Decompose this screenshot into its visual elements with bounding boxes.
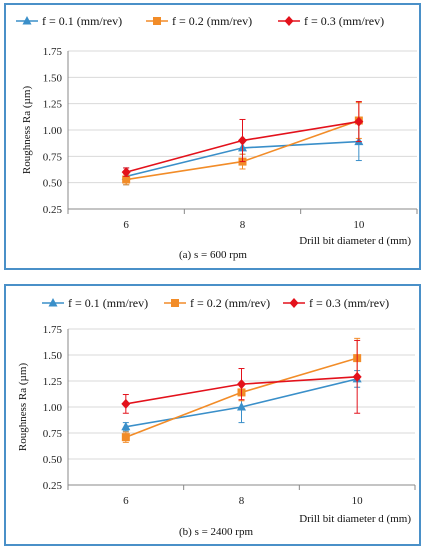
y-tick-label: 1.00 (43, 402, 63, 414)
legend-label: f = 0.1 (mm/rev) (68, 296, 148, 310)
y-tick-label: 0.75 (43, 428, 63, 440)
chart-caption: (a) s = 600 rpm (179, 249, 247, 261)
y-tick-label: 0.75 (43, 151, 63, 163)
y-tick-label: 0.25 (43, 480, 63, 492)
y-tick-label: 0.50 (43, 178, 63, 190)
y-tick-label: 1.25 (43, 376, 63, 388)
chart-a: 0.25 0.50 0.75 1.00 1.25 1.50 1.75 6 8 10 Roughnes… (16, 14, 418, 261)
chart-b: 0.25 0.50 0.75 1.00 1.25 1.50 1.75 6 8 10 Roughnes… (17, 296, 416, 538)
x-tick-label: 8 (239, 495, 245, 507)
legend-marker (284, 16, 294, 26)
y-tick-label: 1.00 (43, 125, 63, 137)
data-point (122, 175, 131, 184)
data-point (121, 167, 131, 178)
x-tick-label: 6 (123, 219, 129, 231)
data-point (237, 379, 246, 390)
y-axis-label: Roughness Ra (µm) (21, 86, 33, 175)
series-3 (121, 101, 364, 178)
legend-marker (289, 298, 299, 308)
x-axis-label: Drill bit diameter d (mm) (299, 235, 411, 247)
legend-label: f = 0.2 (mm/rev) (190, 296, 270, 310)
data-point (121, 398, 131, 409)
legend-label: f = 0.3 (mm/rev) (304, 14, 384, 28)
x-tick-label: 8 (240, 219, 246, 231)
legend-label: f = 0.1 (mm/rev) (42, 14, 122, 28)
legend-marker (171, 299, 179, 307)
legend-marker (153, 17, 161, 25)
data-point (121, 421, 131, 431)
y-tick-label: 1.50 (43, 72, 63, 84)
y-axis-label: Roughness Ra (µm) (17, 363, 29, 452)
x-axis-label: Drill bit diameter d (mm) (299, 513, 411, 525)
legend-label: f = 0.3 (mm/rev) (309, 296, 389, 310)
x-tick-label: 6 (123, 495, 129, 507)
legend-marker (48, 298, 58, 307)
chart-panel-b: 0.25 0.50 0.75 1.00 1.25 1.50 1.75 6 8 10 Roughnes… (4, 284, 421, 546)
y-tick-label: 1.75 (43, 46, 63, 58)
y-tick-label: 1.75 (43, 324, 63, 336)
series-1 (121, 370, 362, 432)
y-tick-label: 0.25 (43, 204, 63, 216)
data-point (352, 371, 362, 382)
x-tick-label: 10 (352, 495, 364, 507)
data-point (354, 116, 364, 127)
legend-label: f = 0.2 (mm/rev) (172, 14, 252, 28)
data-point (238, 135, 247, 146)
y-tick-label: 1.25 (43, 99, 63, 111)
data-point (237, 402, 246, 411)
legend-marker (22, 16, 32, 25)
x-tick-label: 10 (353, 219, 365, 231)
chart-panel-a: 0.25 0.50 0.75 1.00 1.25 1.50 1.75 6 8 10 Roughnes… (4, 3, 421, 270)
y-tick-label: 0.50 (43, 454, 63, 466)
series-3 (121, 339, 362, 414)
chart-caption: (b) s = 2400 rpm (179, 526, 253, 538)
data-point (121, 433, 130, 442)
y-tick-label: 1.50 (43, 350, 63, 362)
